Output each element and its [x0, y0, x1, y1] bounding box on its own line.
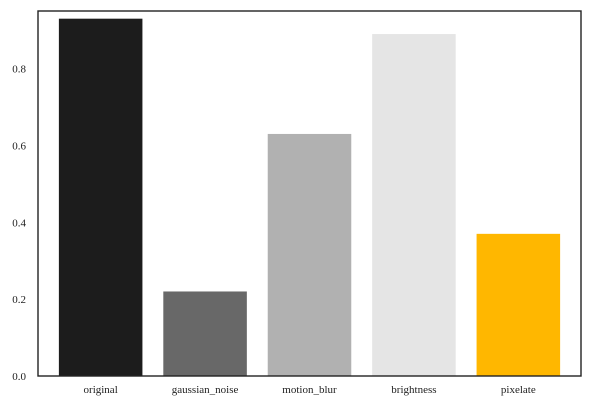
- x-axis: original gaussian_noise motion_blur brightn…: [84, 384, 536, 396]
- bar-motion-blur: [267, 133, 352, 376]
- y-tick-label: 0.8: [12, 64, 26, 76]
- bar-gaussian-noise: [163, 291, 247, 376]
- bar-pixelate: [476, 233, 561, 376]
- x-tick-label: original: [84, 384, 118, 396]
- x-tick-label: motion_blur: [282, 384, 337, 396]
- y-tick-label: 0.4: [12, 217, 26, 229]
- x-tick-label: gaussian_noise: [172, 384, 239, 396]
- y-tick-label: 0.0: [12, 371, 26, 383]
- y-tick-label: 0.6: [12, 140, 26, 152]
- plot-frame: [37, 10, 582, 377]
- y-axis: 0.0 0.2 0.4 0.6 0.8: [12, 64, 26, 383]
- x-tick-label: brightness: [391, 384, 436, 396]
- x-tick-label: pixelate: [501, 384, 536, 396]
- y-tick-label: 0.2: [12, 294, 26, 306]
- bar-original: [58, 18, 143, 377]
- bars-group: [58, 18, 561, 377]
- bar-brightness: [372, 34, 456, 376]
